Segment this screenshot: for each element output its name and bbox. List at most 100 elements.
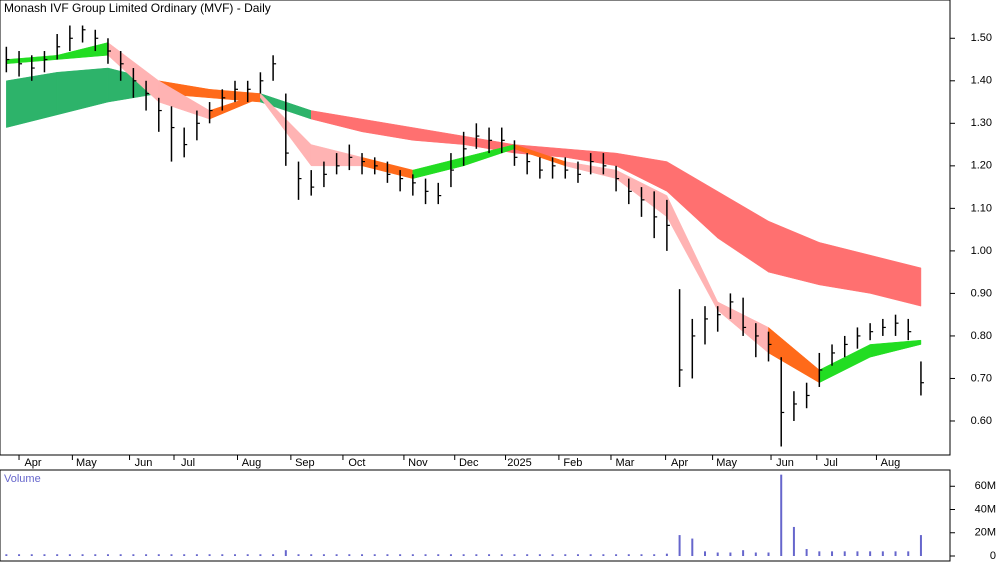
y-tick-label: 0.90 xyxy=(971,287,992,299)
x-tick-label: May xyxy=(76,457,97,469)
volume-bar xyxy=(881,551,884,556)
volume-bar xyxy=(602,554,605,556)
volume-bar xyxy=(475,554,478,556)
volume-bar xyxy=(665,553,668,556)
volume-bar xyxy=(145,554,148,556)
volume-bar xyxy=(272,554,275,556)
x-tick-label: Feb xyxy=(563,457,582,469)
volume-bar xyxy=(767,552,770,556)
x-tick-label: Jun xyxy=(776,457,794,469)
volume-bar xyxy=(348,554,351,556)
volume-bar xyxy=(805,549,808,556)
y-tick-label: 0.60 xyxy=(971,415,992,427)
volume-bar xyxy=(297,554,300,556)
volume-y-tick-label: 60M xyxy=(975,480,996,492)
volume-bar xyxy=(589,554,592,556)
ribbon-segment xyxy=(819,242,871,294)
volume-bar xyxy=(653,554,656,556)
volume-bar xyxy=(551,554,554,556)
ribbon-segment xyxy=(717,190,769,273)
chart-title: Monash IVF Group Limited Ordinary (MVF) … xyxy=(4,1,271,15)
ribbon-segment xyxy=(361,118,414,141)
y-tick-label: 1.20 xyxy=(971,160,992,172)
volume-bar xyxy=(780,474,783,556)
x-tick-label: Nov xyxy=(408,457,428,469)
x-tick-label: Sep xyxy=(295,457,315,469)
volume-bar xyxy=(68,554,71,556)
x-tick-label: Jul xyxy=(824,457,838,469)
volume-bar xyxy=(119,554,122,556)
volume-bar xyxy=(322,554,325,556)
volume-bar xyxy=(386,554,389,556)
volume-bar xyxy=(43,554,46,556)
volume-bar xyxy=(907,551,910,556)
volume-label: Volume xyxy=(4,473,41,485)
volume-bar xyxy=(195,554,198,556)
volume-bar xyxy=(640,554,643,556)
volume-bar xyxy=(564,554,567,556)
volume-bar xyxy=(246,554,249,556)
volume-bar xyxy=(538,554,541,556)
volume-bar xyxy=(5,554,8,556)
volume-bar xyxy=(526,554,529,556)
volume-bar xyxy=(831,551,834,556)
volume-bar xyxy=(792,526,795,556)
x-tick-label: Apr xyxy=(24,457,41,469)
y-tick-label: 1.10 xyxy=(971,202,992,214)
y-tick-label: 1.50 xyxy=(971,32,992,44)
volume-bar xyxy=(919,535,922,556)
volume-bar xyxy=(843,551,846,556)
x-tick-label: Aug xyxy=(242,457,262,469)
volume-bar xyxy=(208,554,211,556)
volume-bar xyxy=(462,554,465,556)
ribbon-segment xyxy=(56,67,109,116)
volume-panel xyxy=(0,469,951,562)
ribbon-segment xyxy=(412,157,464,179)
volume-bar xyxy=(678,535,681,556)
volume-bar xyxy=(488,554,491,556)
volume-y-tick-label: 20M xyxy=(975,527,996,539)
x-tick-label: 2025 xyxy=(507,457,531,469)
volume-bar xyxy=(894,551,897,556)
volume-bar xyxy=(259,554,262,556)
x-tick-label: Dec xyxy=(459,457,479,469)
volume-bar xyxy=(335,554,338,556)
volume-bar xyxy=(716,552,719,556)
volume-bar xyxy=(56,554,59,556)
volume-bar xyxy=(284,550,287,556)
volume-bar xyxy=(729,552,732,556)
volume-bar xyxy=(81,554,84,556)
ribbon-segment xyxy=(412,127,464,145)
volume-bar xyxy=(754,552,757,556)
volume-bar xyxy=(627,554,630,556)
volume-bar xyxy=(513,554,516,556)
y-tick-label: 1.00 xyxy=(971,245,992,257)
x-tick-label: Aug xyxy=(881,457,901,469)
volume-bar xyxy=(183,554,186,556)
x-tick-label: Jun xyxy=(135,457,153,469)
ribbon-segment xyxy=(768,326,820,384)
volume-y-tick-label: 0 xyxy=(990,550,996,562)
ribbon-segment xyxy=(869,254,922,307)
volume-bar xyxy=(742,550,745,556)
ribbon-segment xyxy=(869,339,922,358)
volume-bar xyxy=(132,554,135,556)
y-tick-label: 1.40 xyxy=(971,75,992,87)
volume-bar xyxy=(818,551,821,556)
volume-bar xyxy=(424,554,427,556)
volume-bar xyxy=(500,554,503,556)
volume-bar xyxy=(869,551,872,556)
price-panel xyxy=(0,0,951,456)
volume-bar xyxy=(856,551,859,556)
volume-bar xyxy=(615,554,618,556)
volume-bar xyxy=(704,551,706,556)
volume-bar xyxy=(157,554,160,556)
x-tick-label: May xyxy=(716,457,737,469)
ribbon-segment xyxy=(768,220,820,286)
ribbon-segment xyxy=(56,42,109,60)
volume-bar xyxy=(170,554,173,556)
volume-bar xyxy=(310,554,313,556)
x-tick-label: Mar xyxy=(615,457,634,469)
volume-bar xyxy=(94,554,97,556)
